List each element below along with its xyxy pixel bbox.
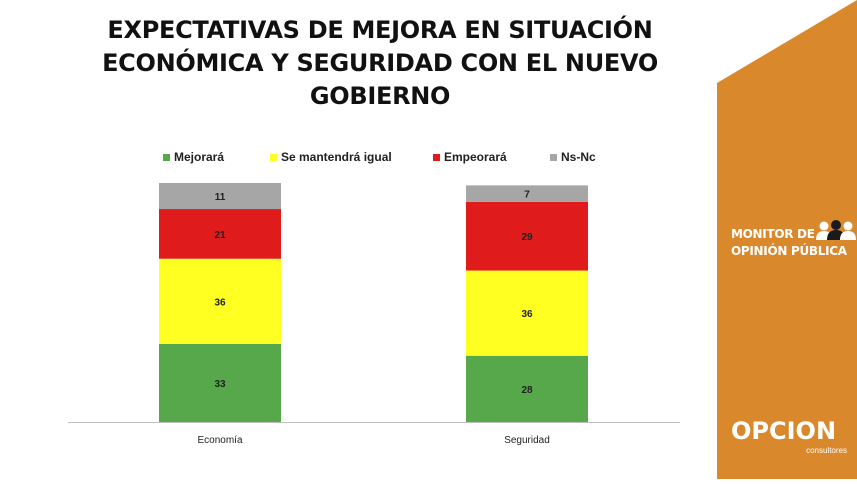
bar-segment-economia-ns-nc bbox=[159, 183, 281, 210]
legend-item-ns-nc: Ns-Nc bbox=[550, 150, 596, 164]
category-label-0: Economía bbox=[197, 435, 242, 446]
monitor-opinion-publica-badge: MONITOR DE OPINIÓN PÚBLICA bbox=[731, 220, 857, 260]
bar-segment-economia-se-mantendra-igual bbox=[159, 258, 281, 344]
bar-segment-seguridad-ns-nc bbox=[466, 185, 588, 202]
legend-swatch-mejorara bbox=[163, 153, 170, 161]
side-panel-shape bbox=[717, 0, 857, 479]
legend-label-empeorara: Empeorará bbox=[444, 150, 507, 164]
brand-side-panel bbox=[717, 0, 857, 479]
data-label-seguridad-empeorara: 29 bbox=[521, 232, 533, 243]
legend-swatch-empeorara bbox=[433, 153, 440, 161]
legend-swatch-ns-nc bbox=[550, 153, 557, 161]
monitor-line-2: OPINIÓN PÚBLICA bbox=[731, 244, 847, 258]
bar-segment-economia-mejorara bbox=[159, 343, 281, 422]
data-label-seguridad-ns-nc: 7 bbox=[524, 190, 530, 201]
legend-label-ns-nc: Ns-Nc bbox=[561, 150, 596, 164]
chart-legend: Mejorará Se mantendrá igual Empeorará Ns… bbox=[0, 150, 720, 168]
logo-subtitle: consultores bbox=[806, 446, 847, 455]
data-label-economia-ns-nc: 11 bbox=[215, 192, 226, 203]
data-label-seguridad-mejorara: 28 bbox=[521, 385, 533, 396]
monitor-line-1: MONITOR DE bbox=[731, 227, 815, 241]
bar-segment-seguridad-mejorara bbox=[466, 355, 588, 422]
data-label-economia-se-mantendra-igual: 36 bbox=[214, 297, 226, 308]
title-line-1: EXPECTATIVAS DE MEJORA EN SITUACIÓN bbox=[107, 16, 653, 44]
legend-item-mejorara: Mejorará bbox=[163, 150, 224, 164]
bar-segment-seguridad-se-mantendra-igual bbox=[466, 270, 588, 356]
legend-swatch-se-mantendra-igual bbox=[270, 153, 277, 161]
legend-item-empeorara: Empeorará bbox=[433, 150, 507, 164]
logo-word: OPCION bbox=[731, 417, 837, 445]
data-label-economia-empeorara: 21 bbox=[214, 230, 226, 241]
stacked-bar-chart: 33 36 21 11 Economía 28 36 29 7 Seguridad bbox=[68, 183, 680, 446]
data-label-economia-mejorara: 33 bbox=[214, 379, 226, 390]
people-group-icon bbox=[816, 220, 856, 240]
data-label-seguridad-se-mantendra-igual: 36 bbox=[521, 309, 533, 320]
category-label-1: Seguridad bbox=[504, 435, 550, 446]
title-line-2: ECONÓMICA Y SEGURIDAD CON EL NUEVO bbox=[102, 49, 658, 77]
title-line-3: GOBIERNO bbox=[309, 82, 451, 110]
legend-label-mejorara: Mejorará bbox=[174, 150, 225, 164]
legend-label-se-mantendra-igual: Se mantendrá igual bbox=[281, 150, 392, 164]
legend-item-se-mantendra-igual: Se mantendrá igual bbox=[270, 150, 392, 164]
chart-title: EXPECTATIVAS DE MEJORA EN SITUACIÓN ECON… bbox=[60, 14, 700, 113]
bar-segment-economia-empeorara bbox=[159, 209, 281, 259]
opcion-consultores-logo: OPCION consultores bbox=[731, 417, 849, 455]
bar-segment-seguridad-empeorara bbox=[466, 201, 588, 271]
